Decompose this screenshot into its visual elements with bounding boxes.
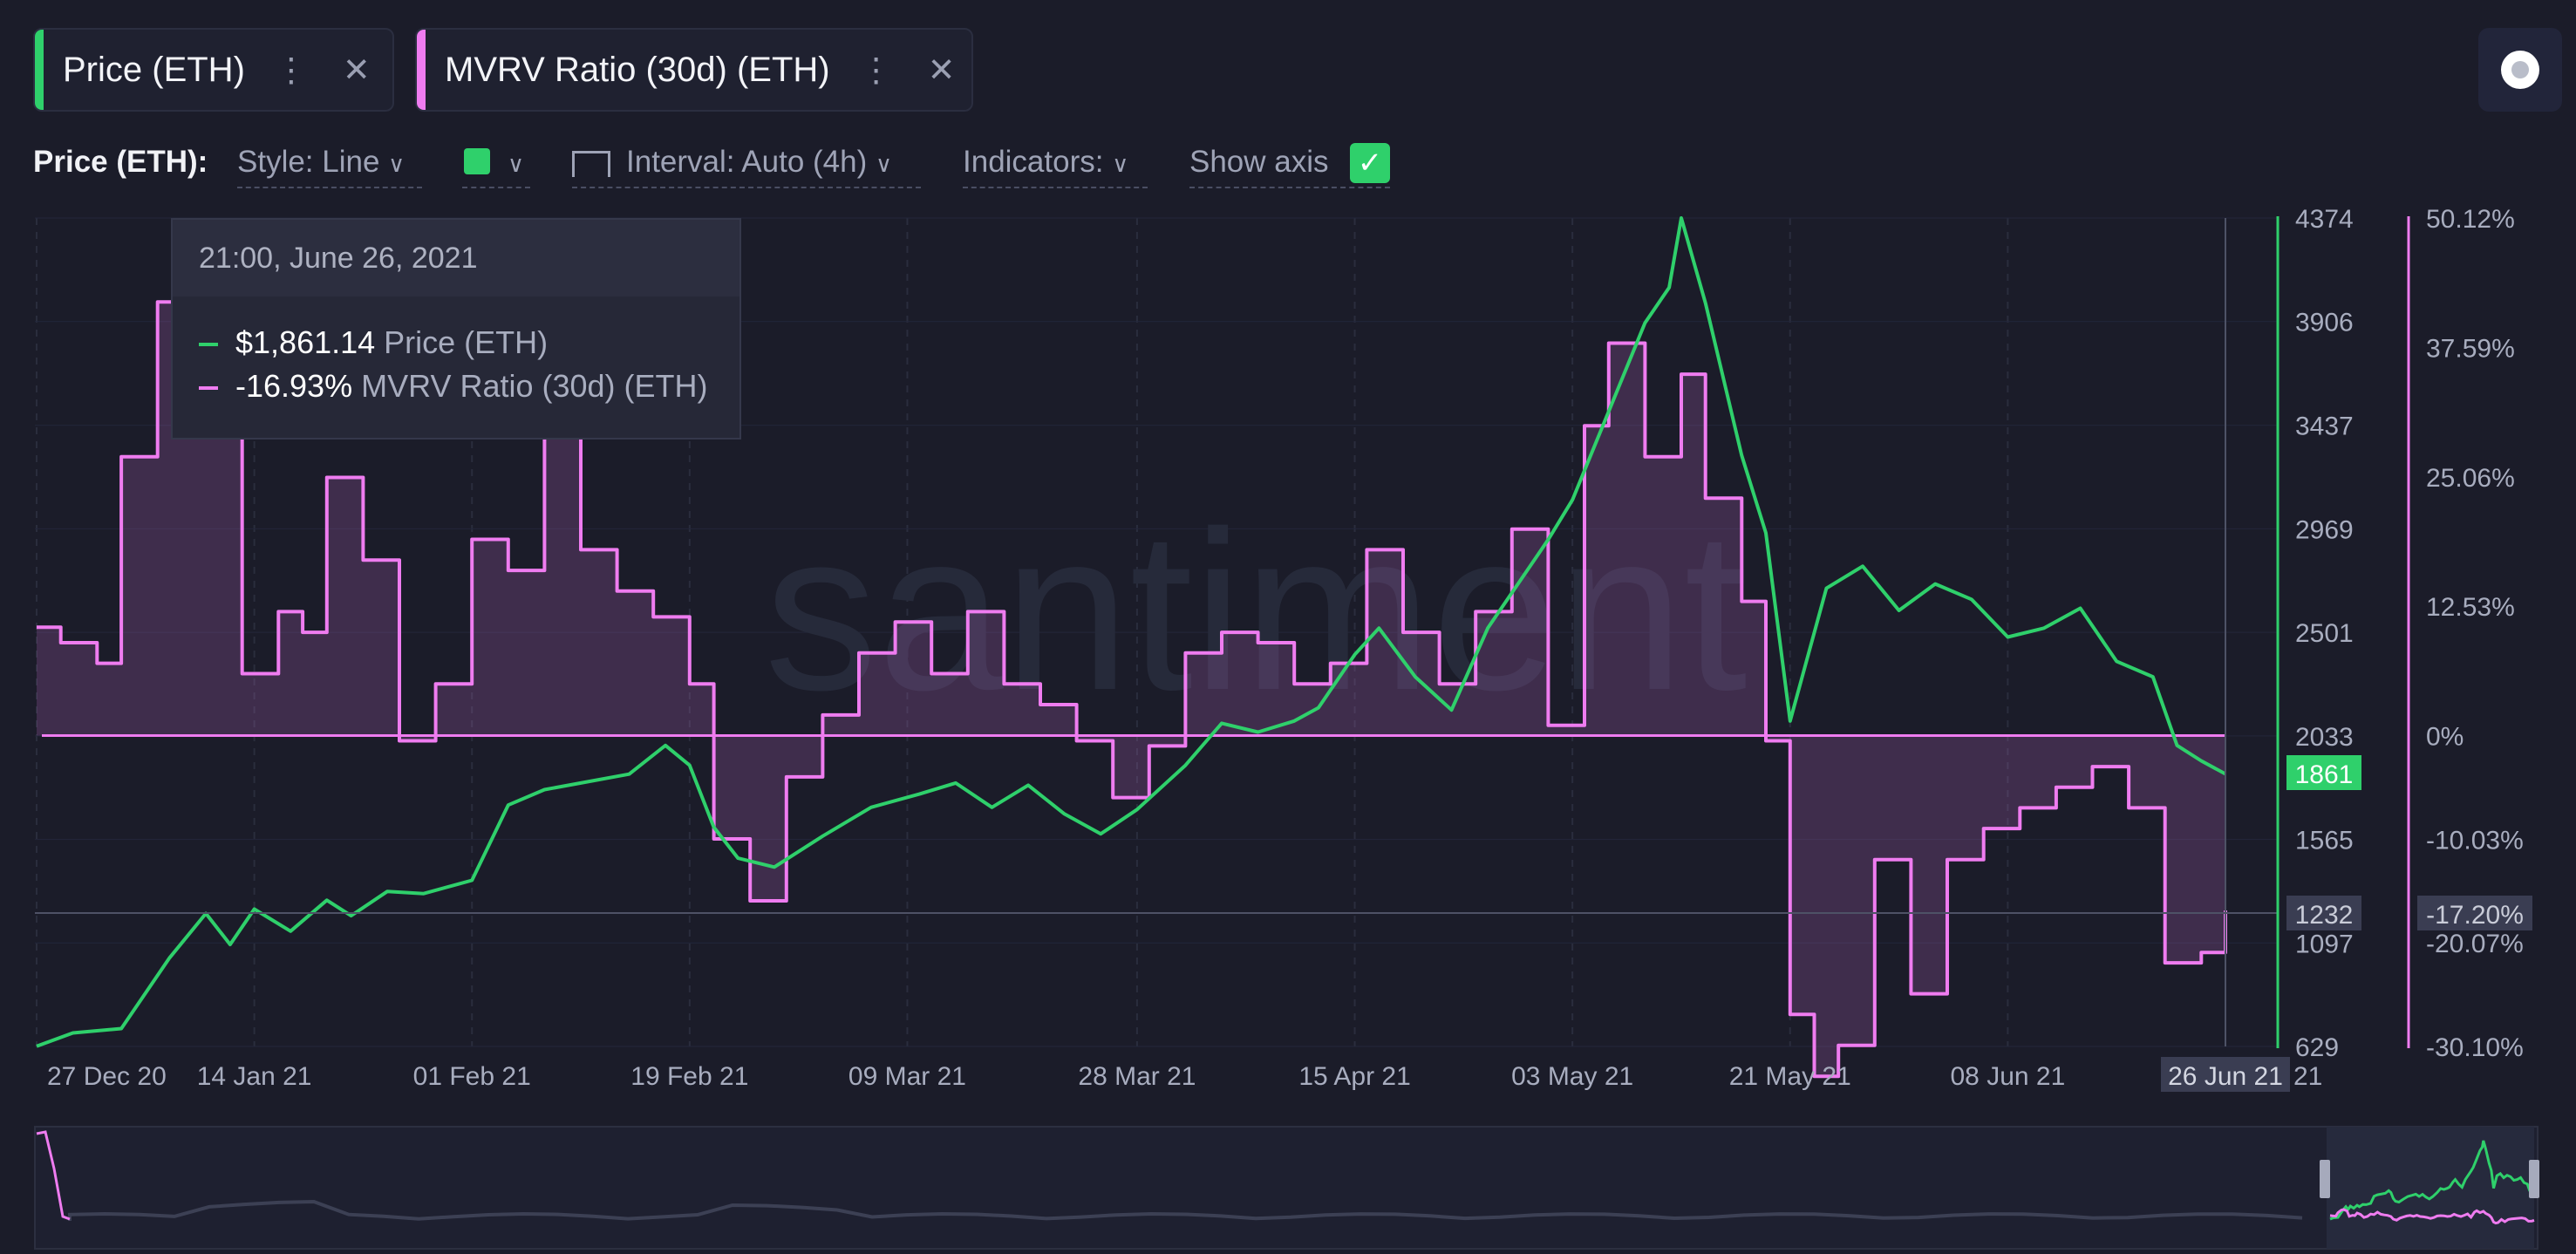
chevron-down-icon: ∨ xyxy=(1112,151,1129,177)
x-tick-label: 14 Jan 21 xyxy=(197,1062,312,1091)
dashed-underline xyxy=(572,187,921,188)
close-icon[interactable]: ✕ xyxy=(927,51,956,89)
show-axis-label: Show axis xyxy=(1189,145,1329,179)
tooltip-date: 21:00, June 26, 2021 xyxy=(173,220,739,296)
show-axis-checkbox[interactable]: ✓ xyxy=(1350,143,1390,183)
settings-button[interactable] xyxy=(2478,28,2562,112)
navigator xyxy=(34,1126,2539,1250)
dashed-underline xyxy=(237,187,422,188)
tab-label: MVRV Ratio (30d) (ETH) xyxy=(445,50,830,89)
price-tick-label: 1565 xyxy=(2295,827,2354,855)
price-tick-label: 3437 xyxy=(2295,412,2354,441)
indicators-label: Indicators: xyxy=(963,145,1104,179)
chart-tooltip: 21:00, June 26, 2021 $1,861.14 Price (ETH… xyxy=(171,218,741,440)
price-crosshair-value: 1232 xyxy=(2295,901,2354,930)
price-tick-label: 3906 xyxy=(2295,309,2354,337)
mvrv-tick-label: 25.06% xyxy=(2426,464,2515,493)
dashed-underline xyxy=(1189,187,1390,188)
settings-icon xyxy=(2501,51,2539,89)
price-last-value: 1861 xyxy=(2295,760,2354,789)
color-swatch[interactable] xyxy=(464,148,490,174)
more-vertical-icon[interactable]: ⋮ xyxy=(859,51,893,89)
more-vertical-icon[interactable]: ⋮ xyxy=(274,51,308,89)
x-tick-label: 15 Apr 21 xyxy=(1298,1062,1410,1091)
navigator-mvrv-line xyxy=(2329,1208,2535,1225)
x-tick-label: 03 May 21 xyxy=(1511,1062,1633,1091)
mvrv-tick-label: -10.03% xyxy=(2426,826,2524,855)
tooltip-price-name: Price (ETH) xyxy=(384,324,549,360)
price-last-badge: 1861 xyxy=(2286,755,2361,790)
dashed-underline xyxy=(963,187,1148,188)
chevron-down-icon: ∨ xyxy=(876,151,893,177)
mvrv-tick-label: 12.53% xyxy=(2426,593,2515,622)
x-tick-label: 27 Dec 20 xyxy=(47,1062,167,1091)
tooltip-row-price: $1,861.14 Price (ETH) xyxy=(199,324,548,361)
x-tick-label: 21 May 21 xyxy=(1729,1062,1851,1091)
price-crosshair-badge: 1232 xyxy=(2286,896,2361,930)
metric-label: Price (ETH): xyxy=(33,145,208,179)
mvrv-tick-label: 50.12% xyxy=(2426,205,2515,234)
close-icon[interactable]: ✕ xyxy=(342,51,371,89)
price-tick-label: 2969 xyxy=(2295,515,2354,544)
x-tick-label: 19 Feb 21 xyxy=(630,1062,748,1091)
mvrv-tick-label: 37.59% xyxy=(2426,334,2515,363)
price-tick-label: 2033 xyxy=(2295,723,2354,752)
mvrv-tick-label: -20.07% xyxy=(2426,930,2524,958)
indicators-dropdown[interactable]: Indicators: ∨ xyxy=(963,140,1128,187)
x-tick-label: 01 Feb 21 xyxy=(413,1062,531,1091)
navigator-mvrv-start xyxy=(36,1130,71,1221)
tab-color-stripe xyxy=(417,30,426,110)
price-axis-ticks: 4374 3906 3437 2969 2501 2033 1565 1097 629 xyxy=(2295,205,2354,1062)
legend-dash xyxy=(199,386,218,391)
date-crosshair-badge: 26 Jun 21 xyxy=(2161,1057,2290,1092)
interval-label: Interval: Auto (4h) xyxy=(626,145,868,179)
chevron-down-icon: ∨ xyxy=(388,151,405,177)
date-crosshair-value: 26 Jun 21 xyxy=(2168,1062,2283,1091)
price-line xyxy=(36,216,2226,1048)
tooltip-mvrv-name: MVRV Ratio (30d) (ETH) xyxy=(361,368,708,404)
chart-canvas[interactable]: santiment 437439063437296925012033156510… xyxy=(0,201,2576,1254)
x-tick-label: 09 Mar 21 xyxy=(848,1062,966,1091)
navigator-left-handle[interactable] xyxy=(2320,1160,2330,1198)
navigator-right-handle[interactable] xyxy=(2529,1160,2539,1198)
color-dropdown[interactable]: ∨ xyxy=(508,140,524,187)
tab-label: Price (ETH) xyxy=(63,50,245,89)
x-trailing-label: 21 xyxy=(2293,1062,2322,1091)
tooltip-mvrv-value: -16.93% xyxy=(235,368,353,404)
tab-price-eth[interactable]: Price (ETH) ⋮ ✕ xyxy=(33,28,394,112)
x-tick-label: 28 Mar 21 xyxy=(1078,1062,1196,1091)
style-dropdown[interactable]: Style: Line ∨ xyxy=(237,140,405,187)
price-tick-label: 2501 xyxy=(2295,619,2354,648)
mvrv-tick-label: 0% xyxy=(2426,723,2464,752)
x-axis-ticks: 27 Dec 20 14 Jan 21 01 Feb 21 19 Feb 21 09 M… xyxy=(47,1062,2065,1091)
dashed-underline xyxy=(462,187,530,188)
mvrv-tick-label: -30.10% xyxy=(2426,1033,2524,1062)
ruler-icon xyxy=(572,150,610,177)
tab-color-stripe xyxy=(35,30,44,110)
style-label: Style: Line xyxy=(237,145,380,179)
mvrv-crosshair-badge: -17.20% xyxy=(2417,896,2532,930)
navigator-full-series xyxy=(68,1199,2303,1221)
navigator-price-line xyxy=(2329,1140,2535,1221)
mvrv-crosshair-value: -17.20% xyxy=(2426,901,2524,930)
price-tick-label: 4374 xyxy=(2295,205,2354,234)
x-tick-label: 08 Jun 21 xyxy=(1950,1062,2065,1091)
tab-mvrv-ratio[interactable]: MVRV Ratio (30d) (ETH) ⋮ ✕ xyxy=(415,28,973,112)
tooltip-price-value: $1,861.14 xyxy=(235,324,376,360)
price-tick-label: 629 xyxy=(2295,1033,2339,1062)
mvrv-axis-ticks: 50.12% 37.59% 25.06% 12.53% 0% -10.03% -20.07%… xyxy=(2426,205,2524,1062)
mvrv-area-fill xyxy=(37,270,2225,1077)
legend-dash xyxy=(199,343,218,347)
price-tick-label: 1097 xyxy=(2295,930,2354,958)
chevron-down-icon: ∨ xyxy=(508,151,525,177)
interval-dropdown[interactable]: Interval: Auto (4h) ∨ xyxy=(572,140,892,187)
tooltip-row-mvrv: -16.93% MVRV Ratio (30d) (ETH) xyxy=(199,368,708,405)
